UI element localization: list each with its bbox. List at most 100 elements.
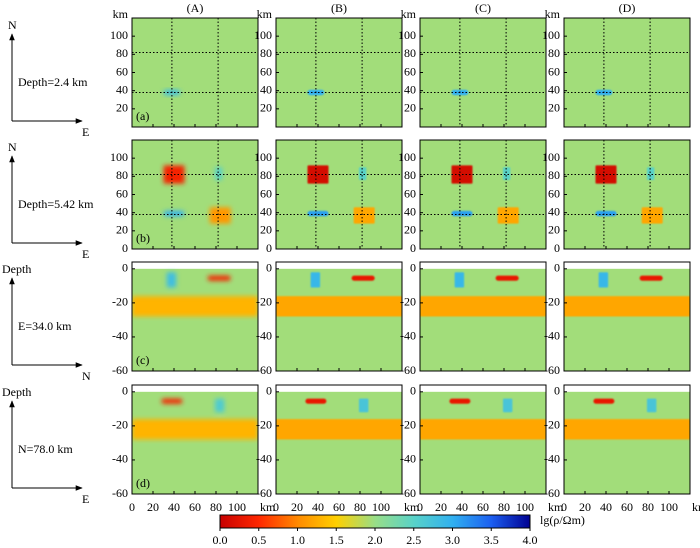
colorbar-segment (220, 515, 260, 528)
y-tick-label: 20 (116, 223, 128, 237)
panel: -60 -40 -20 0 0 20 40 60 80 100 km (256, 384, 420, 514)
x-tick-label: 100 (516, 500, 534, 514)
anomaly (358, 398, 369, 413)
y-tick-label: 0 (410, 384, 416, 398)
panel-content (420, 140, 546, 249)
anomaly (353, 207, 375, 224)
panel-content (132, 140, 258, 249)
panel: -60 -40 -20 0 (400, 261, 547, 377)
panel: -60 -40 -20 0 (c) (112, 261, 259, 377)
y-tick-label: 60 (116, 186, 128, 200)
background (564, 391, 690, 494)
anomaly (166, 272, 177, 288)
y-tick-label: 60 (260, 186, 272, 200)
y-tick-label: 60 (548, 64, 560, 78)
axis-right-label: E (82, 125, 89, 139)
y-tick-label: -60 (256, 363, 272, 377)
axis-right-label: N (82, 369, 91, 383)
y-tick-label: -40 (400, 329, 416, 343)
colorbar-tick-label: 0.0 (213, 533, 228, 547)
panel: 20 40 60 80 100 km (542, 7, 691, 128)
y-tick-label: -60 (400, 486, 416, 500)
section-label: Depth=2.4 km (18, 75, 88, 89)
y-tick-label: 80 (548, 168, 560, 182)
y-tick-label: -40 (256, 452, 272, 466)
y-tick-label: 0 (266, 261, 272, 275)
anomaly (639, 275, 663, 281)
x-tick-label: 80 (498, 500, 510, 514)
colorbar-tick-label: 3.5 (484, 533, 499, 547)
y-tick-label: 20 (116, 101, 128, 115)
y-tick-label: -20 (400, 295, 416, 309)
panel-content (132, 391, 258, 494)
y-tick-label: 40 (404, 82, 416, 96)
section-label: N=78.0 km (18, 442, 73, 456)
y-tick-label: 20 (260, 223, 272, 237)
y-tick-label: 40 (260, 204, 272, 218)
column-header: (C) (475, 1, 491, 15)
anomaly (451, 210, 473, 217)
anomaly (214, 167, 223, 180)
x-tick-label: 80 (642, 500, 654, 514)
y-tick-label: 80 (116, 168, 128, 182)
x-tick-label: 80 (210, 500, 222, 514)
colorbar-label: lg(ρ/Ωm) (540, 513, 585, 527)
anomaly (161, 398, 183, 404)
y-tick-label: -60 (400, 363, 416, 377)
y-tick-label: 100 (542, 150, 560, 164)
anomalies (132, 398, 258, 440)
y-tick-label: 40 (548, 82, 560, 96)
anomaly (207, 275, 231, 281)
y-tick-label: 80 (116, 46, 128, 60)
colorbar-tick-label: 1.5 (329, 533, 344, 547)
anomaly (564, 296, 690, 317)
panel: -60 -40 -20 0 0 20 40 60 80 100 km (d) (112, 384, 276, 514)
background (132, 140, 258, 249)
colorbar-segment (452, 515, 492, 528)
background (132, 268, 258, 371)
panel-content (276, 18, 402, 127)
background (132, 18, 258, 127)
y-tick-label: 0 (554, 261, 560, 275)
panel: -60 -40 -20 0 (256, 261, 403, 377)
anomaly (276, 419, 402, 440)
colorbar-tick-label: 2.0 (368, 533, 383, 547)
x-tick-label: 0 (417, 500, 423, 514)
y-tick-label: 0 (410, 261, 416, 275)
axis-up-label: Depth (2, 262, 31, 276)
anomaly (502, 167, 511, 180)
x-unit: km (260, 500, 276, 514)
anomaly (132, 419, 258, 440)
y-tick-label: -40 (400, 452, 416, 466)
y-tick-label: 100 (398, 150, 416, 164)
anomaly (209, 207, 231, 224)
y-tick-label: 0 (554, 384, 560, 398)
y-tick-label: -20 (544, 418, 560, 432)
y-tick-label: 100 (542, 28, 560, 42)
y-tick-label: 80 (260, 168, 272, 182)
y-tick-label: -20 (544, 295, 560, 309)
anomalies (595, 165, 663, 224)
anomaly (593, 398, 615, 404)
background (276, 268, 402, 371)
y-tick-label: 0 (410, 241, 416, 255)
x-tick-label: 60 (621, 500, 633, 514)
axis-up-label: N (8, 140, 17, 154)
column-header: (D) (619, 1, 636, 15)
y-tick-label: 40 (116, 82, 128, 96)
background (564, 268, 690, 371)
y-tick-label: -40 (544, 452, 560, 466)
y-unit: km (257, 7, 273, 21)
anomaly (310, 272, 321, 288)
colorbar-segment (375, 515, 415, 528)
y-tick-label: 40 (404, 204, 416, 218)
anomaly (646, 398, 657, 413)
anomaly (214, 398, 225, 413)
anomalies (276, 272, 402, 317)
colorbar-segment (413, 515, 453, 528)
y-tick-label: 60 (116, 64, 128, 78)
y-tick-label: 100 (254, 150, 272, 164)
anomaly (646, 167, 655, 180)
column-header: (B) (331, 1, 347, 15)
